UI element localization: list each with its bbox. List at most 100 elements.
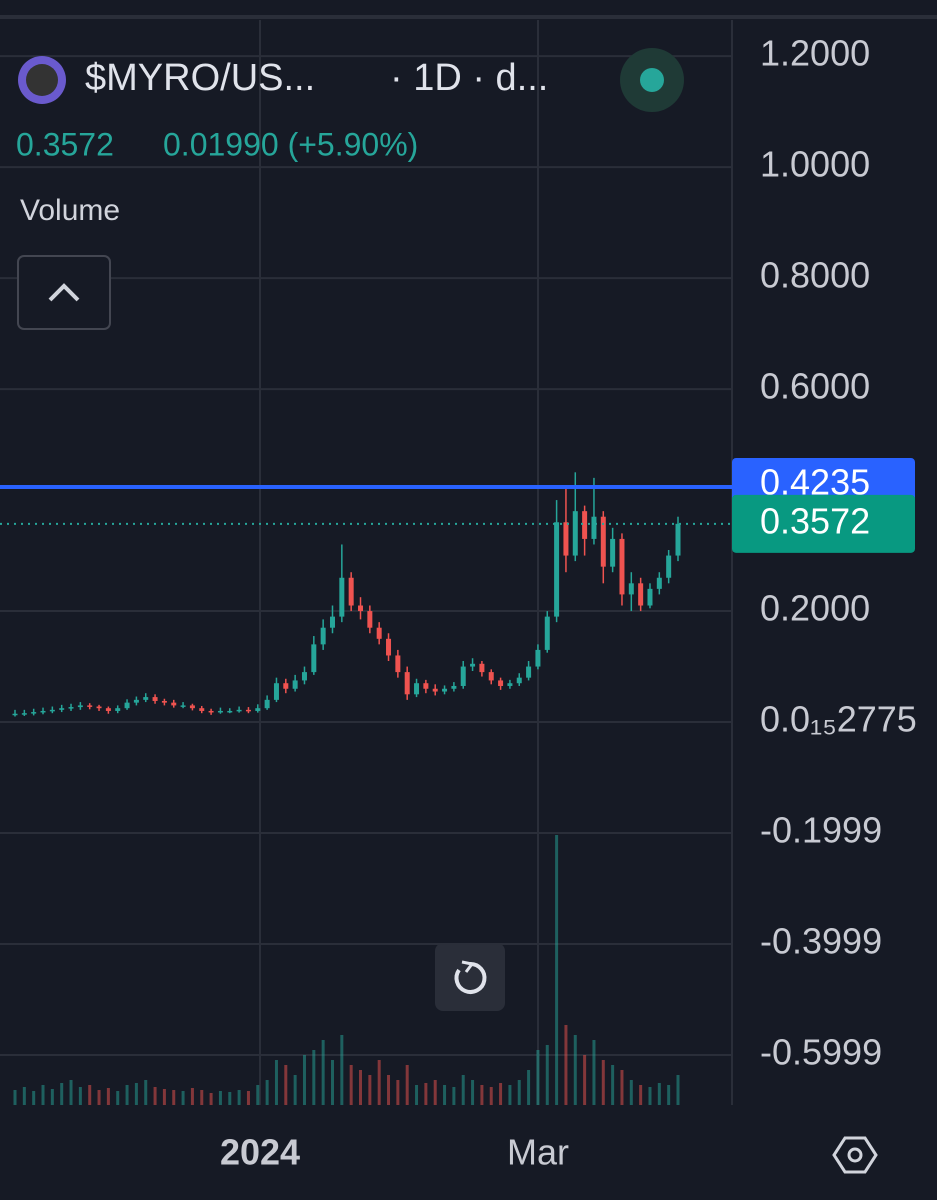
volume-bar bbox=[60, 1083, 64, 1105]
volume-bar bbox=[667, 1085, 671, 1105]
candle-body bbox=[610, 538, 616, 567]
volume-bar bbox=[246, 1091, 250, 1105]
candle-body bbox=[395, 655, 401, 673]
candle-body bbox=[479, 663, 485, 673]
candle-body bbox=[236, 709, 242, 712]
last-price: 0.3572 bbox=[16, 126, 114, 162]
candle-body bbox=[554, 522, 560, 617]
volume-bar bbox=[172, 1090, 176, 1105]
last-price-tag bbox=[732, 494, 915, 553]
status-dot bbox=[640, 68, 664, 92]
volume-bar bbox=[536, 1050, 540, 1105]
symbol-logo-inner bbox=[26, 64, 58, 96]
candle-body bbox=[386, 638, 392, 656]
candle-body bbox=[161, 700, 167, 703]
volume-bar bbox=[349, 1065, 353, 1105]
volume-bar bbox=[480, 1085, 484, 1105]
candle-body bbox=[348, 577, 354, 606]
candle-body bbox=[292, 680, 298, 689]
volume-bar bbox=[293, 1075, 297, 1105]
volume-bar bbox=[106, 1088, 110, 1105]
candle-body bbox=[273, 683, 279, 700]
candle-body bbox=[460, 666, 466, 686]
candle-body bbox=[301, 672, 307, 681]
indicator-name[interactable]: Volume bbox=[20, 194, 120, 227]
volume-bar bbox=[489, 1087, 493, 1105]
candle-body bbox=[96, 706, 102, 709]
volume-bar bbox=[321, 1040, 325, 1105]
chevron-icon bbox=[48, 283, 80, 302]
y-tick-label: 0.8000 bbox=[760, 255, 870, 296]
volume-bar bbox=[162, 1089, 166, 1105]
y-tick-label: 0.6000 bbox=[760, 366, 870, 407]
candle-body bbox=[339, 577, 345, 617]
price-change: 0.01990 (+5.90%) bbox=[163, 126, 418, 162]
candle-body bbox=[208, 710, 214, 713]
reset-button[interactable] bbox=[435, 943, 505, 1011]
volume-bar bbox=[312, 1050, 316, 1105]
candle-body bbox=[171, 702, 177, 706]
candle-body bbox=[647, 588, 653, 606]
candle-body bbox=[563, 522, 569, 556]
volume-bar bbox=[359, 1070, 363, 1105]
volume-bar bbox=[265, 1080, 269, 1105]
volume-bar bbox=[32, 1091, 36, 1105]
collapse-button[interactable] bbox=[17, 255, 111, 330]
volume-bar bbox=[555, 835, 559, 1105]
volume-bar bbox=[545, 1045, 549, 1105]
candle-body bbox=[320, 627, 326, 645]
volume-bar bbox=[573, 1035, 577, 1105]
candle-body bbox=[526, 666, 532, 678]
x-tick-label: 2024 bbox=[220, 1132, 300, 1173]
candle-body bbox=[507, 683, 513, 686]
volume-bar bbox=[368, 1075, 372, 1105]
candle-body bbox=[227, 710, 233, 713]
volume-bar bbox=[284, 1065, 288, 1105]
volume-bar bbox=[228, 1092, 232, 1105]
candle-body bbox=[59, 708, 65, 710]
volume-bar bbox=[499, 1083, 503, 1105]
volume-bar bbox=[424, 1083, 428, 1105]
volume-bar bbox=[41, 1085, 45, 1105]
reset-arrow bbox=[461, 960, 475, 973]
candle-body bbox=[432, 688, 438, 692]
candle-body bbox=[49, 709, 55, 712]
volume-bar bbox=[564, 1025, 568, 1105]
volume-bar bbox=[629, 1080, 633, 1105]
candle-body bbox=[105, 708, 111, 711]
volume-bar bbox=[415, 1085, 419, 1105]
volume-bar bbox=[639, 1085, 643, 1105]
volume-bar bbox=[527, 1070, 531, 1105]
candle-body bbox=[87, 705, 93, 707]
candle-body bbox=[77, 705, 83, 708]
volume-bar bbox=[116, 1091, 120, 1105]
y-tick-label: -0.3999 bbox=[760, 921, 882, 962]
last-price-label: 0.3572 bbox=[760, 500, 870, 541]
candle-body bbox=[656, 577, 662, 589]
candle-body bbox=[264, 699, 270, 709]
interval[interactable]: · 1D · d... bbox=[390, 57, 548, 99]
y-tick-label: 1.0000 bbox=[760, 144, 870, 185]
candle-body bbox=[133, 699, 139, 703]
volume-bar bbox=[648, 1087, 652, 1105]
y-tick-label: -0.5999 bbox=[760, 1032, 882, 1073]
y-tick-label: 0.0₁₅2775 bbox=[760, 699, 917, 740]
volume-bar bbox=[461, 1075, 465, 1105]
candle-body bbox=[255, 708, 261, 711]
settings-icon[interactable] bbox=[832, 1136, 878, 1174]
candle-body bbox=[143, 697, 149, 700]
candle-body bbox=[638, 583, 644, 606]
candle-body bbox=[442, 688, 448, 692]
candle-body bbox=[582, 511, 588, 539]
volume-bar bbox=[583, 1055, 587, 1105]
volume-bar bbox=[134, 1083, 138, 1105]
candle-body bbox=[619, 538, 625, 595]
volume-bar bbox=[97, 1090, 101, 1105]
volume-bar bbox=[256, 1085, 260, 1105]
candle-body bbox=[152, 697, 158, 701]
candle-body bbox=[516, 677, 522, 684]
candle-body bbox=[358, 605, 364, 612]
candle-body bbox=[628, 583, 634, 595]
symbol[interactable]: $MYRO/US... bbox=[85, 57, 315, 99]
